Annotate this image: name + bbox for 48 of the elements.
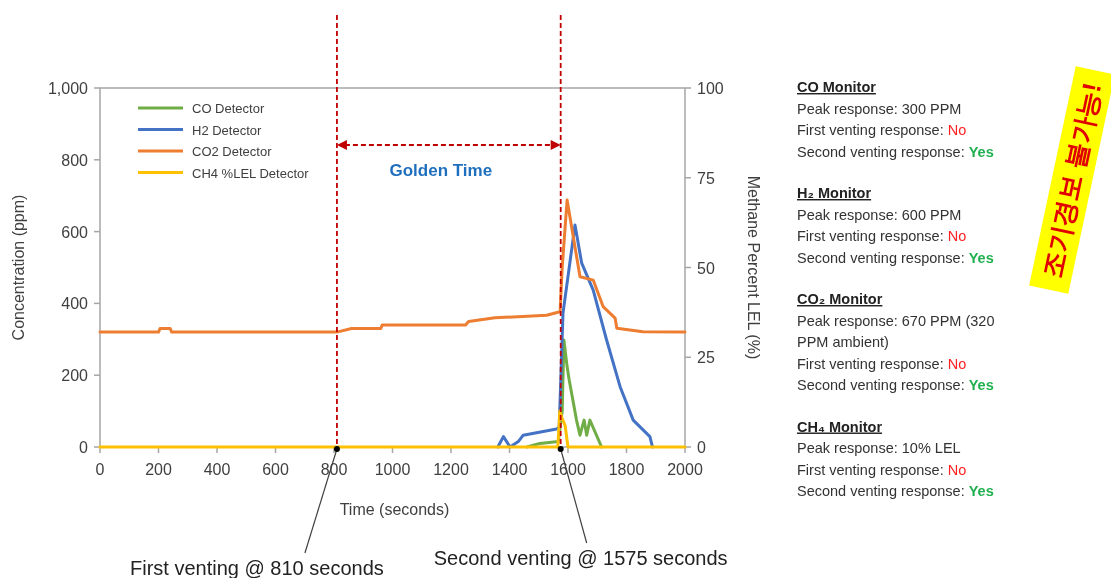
- text: Peak response: 10% LEL: [797, 440, 961, 456]
- text: Second venting response: Yes: [797, 377, 994, 393]
- y2-tick-label: 0: [697, 439, 706, 456]
- y-axis-title: Concentration (ppm): [10, 194, 27, 341]
- y-tick-label: 600: [61, 223, 89, 241]
- text: Peak response: 670 PPM (320: [797, 312, 995, 329]
- text: First venting response: No: [797, 461, 967, 478]
- x-tick-label: 1800: [608, 461, 645, 478]
- legend-label: CO Detector: [192, 101, 265, 116]
- x-tick-label: 1200: [433, 461, 469, 478]
- ref-line-label: Second venting @ 1575 seconds: [433, 547, 728, 569]
- text: First venting response: No: [797, 228, 967, 244]
- x-tick-label: 200: [145, 461, 172, 478]
- text: Peak response: 300 PPM: [797, 100, 962, 117]
- line-series: [98, 198, 687, 334]
- x-axis-title: Time (seconds): [339, 501, 450, 518]
- text: CO Monitor: [797, 79, 877, 95]
- y2-tick-label: 25: [697, 349, 715, 367]
- y2-tick-label: 100: [697, 80, 724, 97]
- text: H₂ Monitor: [797, 185, 872, 201]
- text: First venting response: No: [797, 355, 967, 372]
- x-tick-label: 0: [95, 461, 105, 478]
- y-tick-label: 1,000: [47, 80, 89, 97]
- y2-tick-label: 50: [697, 259, 715, 277]
- text: CO₂ Monitor: [797, 291, 883, 307]
- x-tick-label: 600: [262, 461, 289, 478]
- text: Second venting response: Yes: [797, 483, 994, 499]
- y-tick-label: 800: [61, 151, 89, 169]
- x-tick-label: 1400: [491, 461, 528, 478]
- x-tick-label: 2000: [667, 461, 703, 478]
- y2-tick-label: 75: [697, 169, 715, 187]
- y-tick-label: 200: [61, 367, 89, 385]
- x-tick-label: 1000: [374, 461, 411, 478]
- picture-sticker: 조기경보 불가능!: [1029, 66, 1111, 294]
- legend-label: CO2 Detector: [192, 144, 273, 159]
- legend-label: H2 Detector: [192, 122, 263, 138]
- x-tick-label: 400: [203, 461, 231, 478]
- text: Peak response: 600 PPM: [797, 206, 962, 223]
- y-tick-label: 0: [79, 439, 89, 456]
- text: Second venting response: Yes: [797, 249, 994, 266]
- legend-label: CH4 %LEL Detector: [192, 165, 310, 181]
- text: Second venting response: Yes: [797, 143, 994, 160]
- text: First venting response: No: [797, 122, 967, 138]
- text: CH₄ Monitor: [797, 418, 883, 435]
- y-tick-label: 400: [61, 295, 89, 313]
- annotation: Golden Time: [389, 161, 493, 180]
- text: PPM ambient): [797, 334, 889, 350]
- y2-axis-title: Methane Percent LEL (%): [745, 175, 762, 360]
